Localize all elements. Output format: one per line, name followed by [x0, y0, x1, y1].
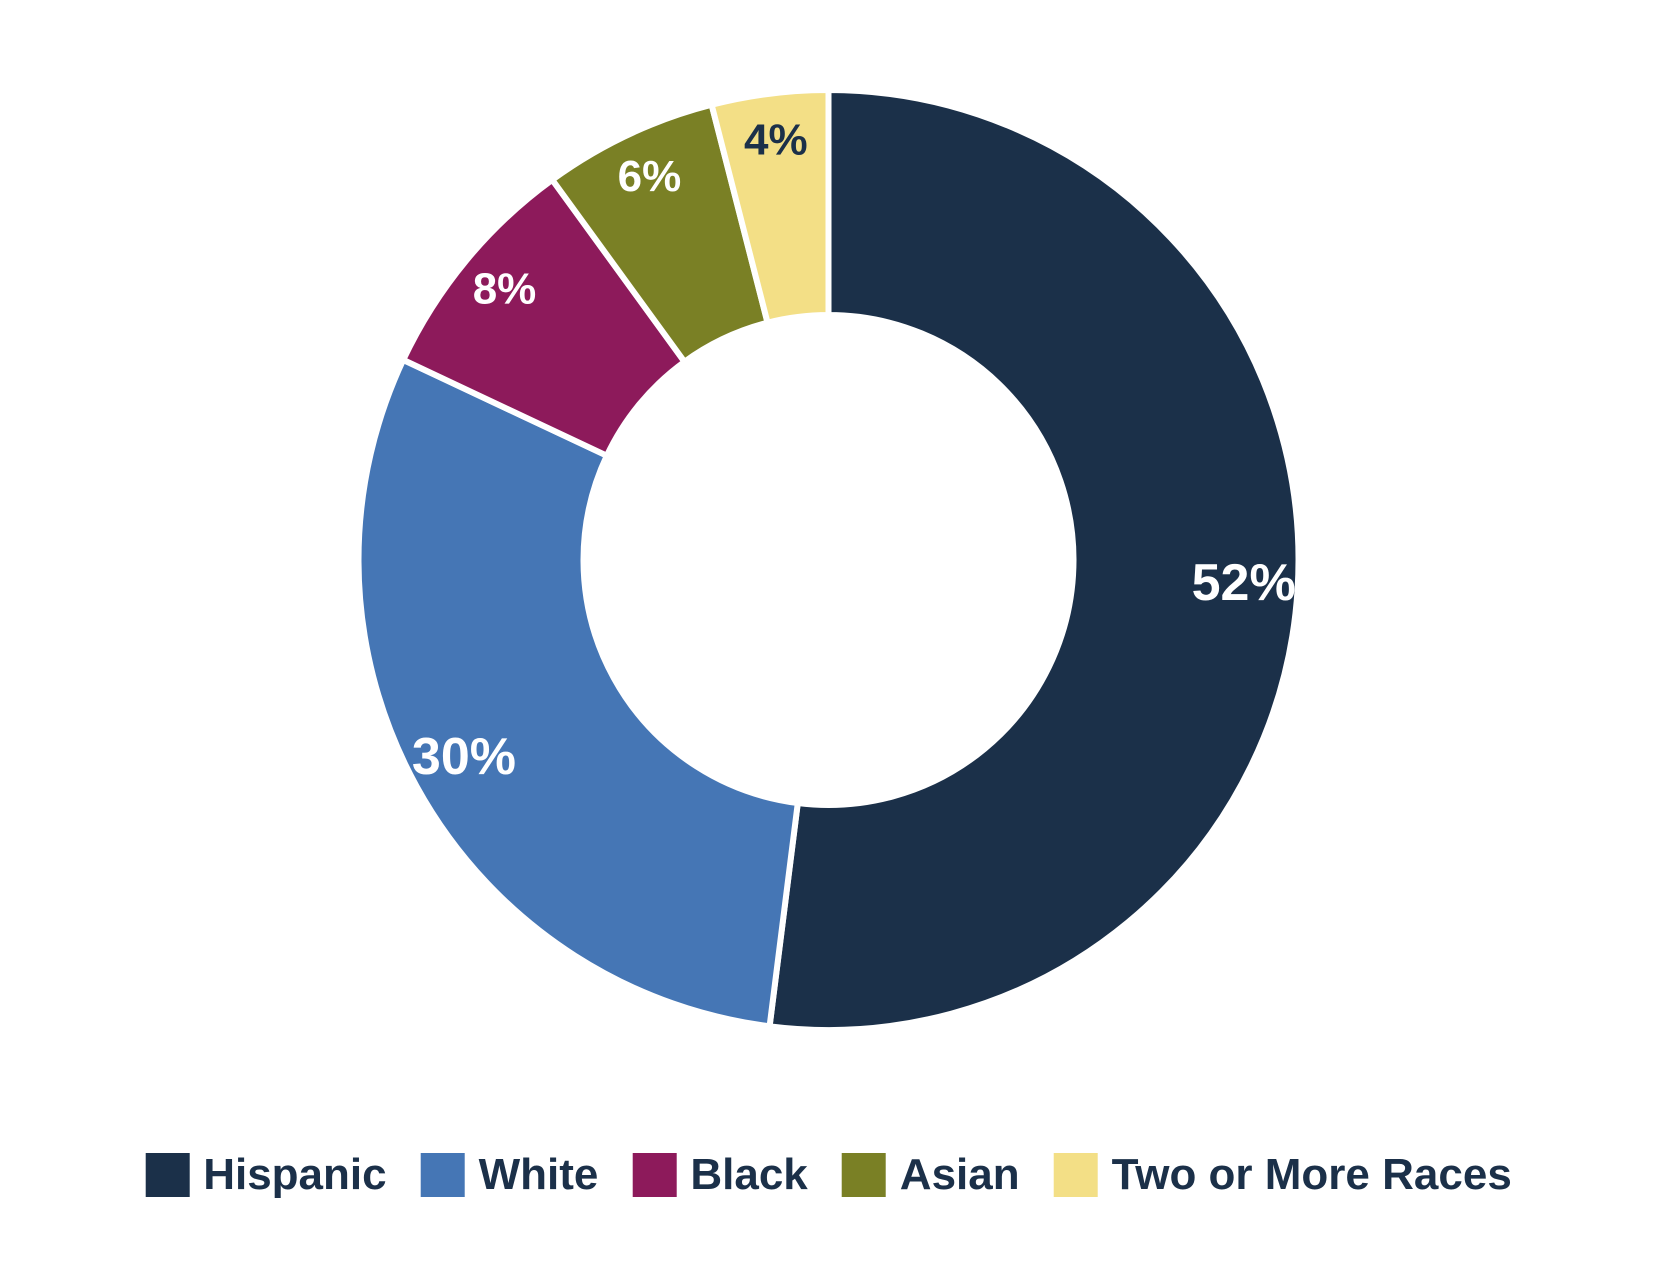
- legend-swatch: [1054, 1153, 1098, 1197]
- legend-label: White: [479, 1150, 599, 1200]
- legend-label: Asian: [900, 1150, 1020, 1200]
- legend-swatch: [842, 1153, 886, 1197]
- legend-item: Asian: [842, 1150, 1020, 1200]
- slice-label: 52%: [1191, 554, 1295, 612]
- legend-item: White: [421, 1150, 599, 1200]
- donut-slice: [358, 360, 797, 1026]
- legend-item: Two or More Races: [1054, 1150, 1512, 1200]
- legend-label: Hispanic: [203, 1150, 386, 1200]
- legend: Hispanic White Black Asian Two or More Races: [145, 1150, 1512, 1200]
- legend-item: Hispanic: [145, 1150, 386, 1200]
- chart-container: 52% 30% 8% 6% 4% Hispanic White Black Asian Two …: [0, 0, 1657, 1274]
- legend-swatch: [145, 1153, 189, 1197]
- donut-chart: 52% 30% 8% 6% 4%: [0, 0, 1657, 1274]
- slice-label: 8%: [472, 265, 536, 314]
- legend-label: Two or More Races: [1112, 1150, 1512, 1200]
- legend-label: Black: [690, 1150, 807, 1200]
- slice-label: 30%: [411, 728, 515, 786]
- legend-swatch: [632, 1153, 676, 1197]
- slice-label: 4%: [744, 115, 808, 164]
- legend-swatch: [421, 1153, 465, 1197]
- legend-item: Black: [632, 1150, 807, 1200]
- slice-label: 6%: [617, 152, 681, 201]
